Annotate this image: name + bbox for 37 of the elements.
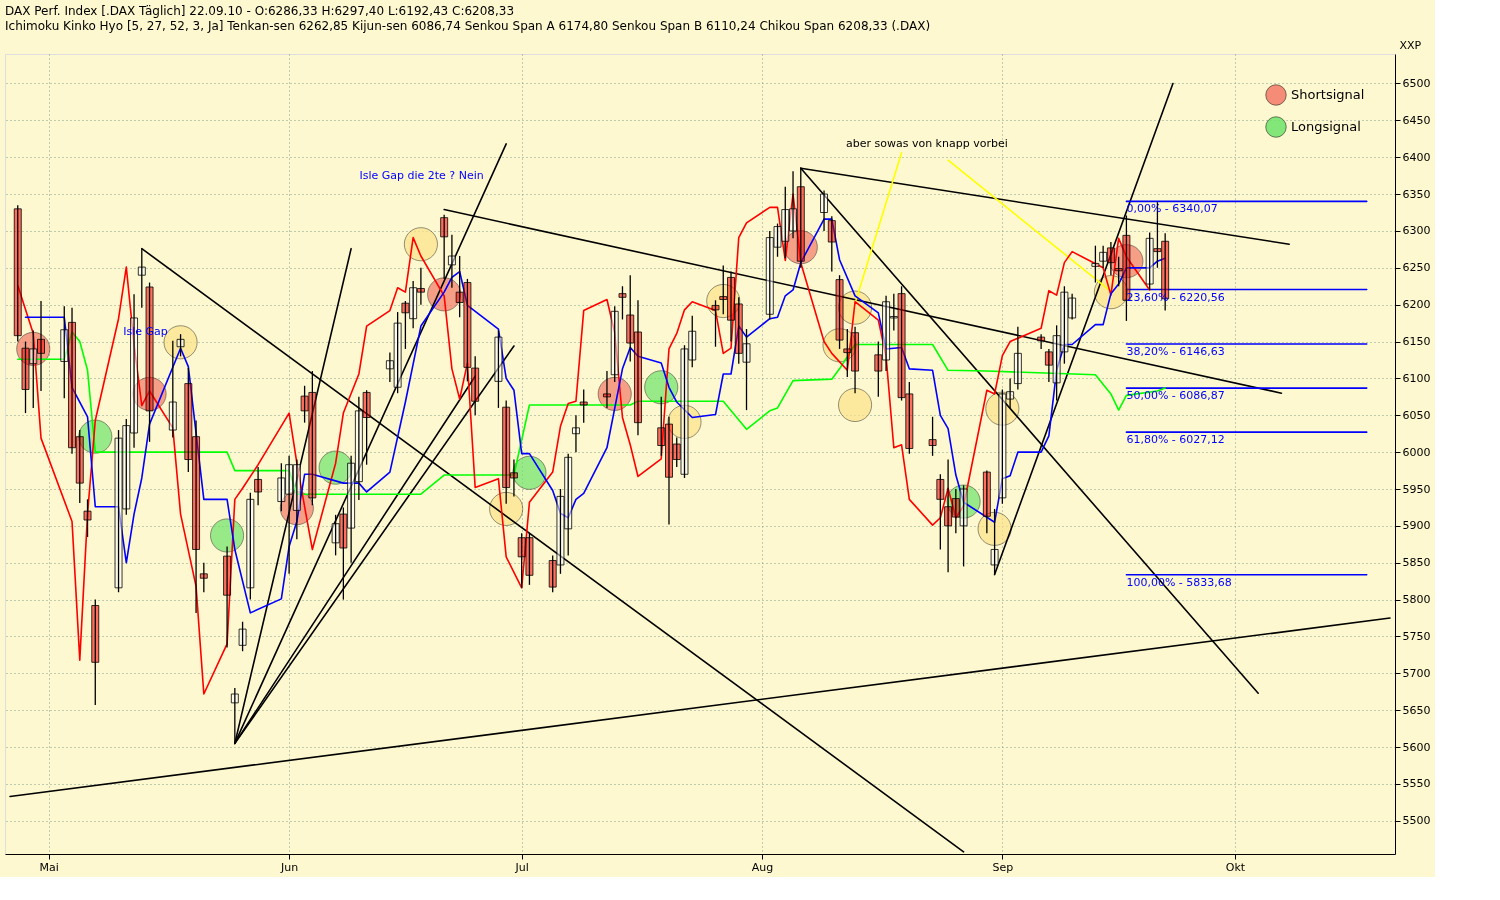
- annotation: 38,20% - 6146,63: [1126, 345, 1225, 359]
- legend-label: Shortsignal: [1291, 87, 1365, 102]
- y-tick-label: 5500: [1402, 814, 1431, 828]
- x-tick-label: Aug: [751, 860, 774, 874]
- chart-subtitle: Ichimoku Kinko Hyo [5, 27, 52, 3, Ja] Tenkan-sen 6262,85 Kijun-sen 6086,74 Senkou Span A 6174,80 Senkou Span B 6110,24 Chikou Span 6208,33 (.DAX): [5, 19, 931, 33]
- y-tick-label: 6400: [1402, 150, 1431, 164]
- y-tick-label: 6500: [1402, 76, 1431, 90]
- y-tick-label: 5800: [1402, 593, 1431, 607]
- x-tick-label: Mai: [39, 860, 59, 874]
- x-tick-label: Sep: [992, 860, 1014, 874]
- x-tick-label: Jul: [514, 860, 529, 874]
- y-tick-label: 6000: [1402, 445, 1431, 459]
- y-axis-title: XXP: [1399, 38, 1422, 52]
- y-tick-label: 6050: [1402, 408, 1431, 422]
- y-tick-label: 6350: [1402, 187, 1431, 201]
- y-tick-label: 6100: [1402, 371, 1431, 385]
- annotation: aber sowas von knapp vorbei: [845, 137, 1008, 150]
- y-tick-label: 5700: [1402, 666, 1431, 680]
- y-tick-label: 5600: [1402, 740, 1431, 754]
- annotation: 50,00% - 6086,87: [1126, 389, 1225, 403]
- y-tick-label: 5900: [1402, 519, 1431, 533]
- y-tick-label: 5850: [1402, 556, 1431, 570]
- x-tick-label: Okt: [1225, 860, 1246, 874]
- y-tick-label: 5650: [1402, 703, 1431, 717]
- x-tick-label: Jun: [280, 860, 299, 874]
- y-tick-label: 6450: [1402, 113, 1431, 127]
- annotation: 61,80% - 6027,12: [1126, 433, 1225, 447]
- chart-title: DAX Perf. Index [.DAX Täglich] 22.09.10 - O:6286,33 H:6297,40 L:6192,43 C:6208,33: [5, 4, 515, 18]
- y-tick-label: 6250: [1402, 261, 1431, 275]
- legend-label: Longsignal: [1291, 119, 1361, 134]
- y-tick-label: 6150: [1402, 335, 1431, 349]
- annotation: Isle Gap die 2te ? Nein: [359, 169, 484, 182]
- y-tick-label: 6300: [1402, 224, 1431, 238]
- y-tick-label: 5750: [1402, 629, 1431, 643]
- y-tick-label: 5550: [1402, 777, 1431, 791]
- y-tick-label: 5950: [1402, 482, 1431, 496]
- y-tick-label: 6200: [1402, 298, 1431, 312]
